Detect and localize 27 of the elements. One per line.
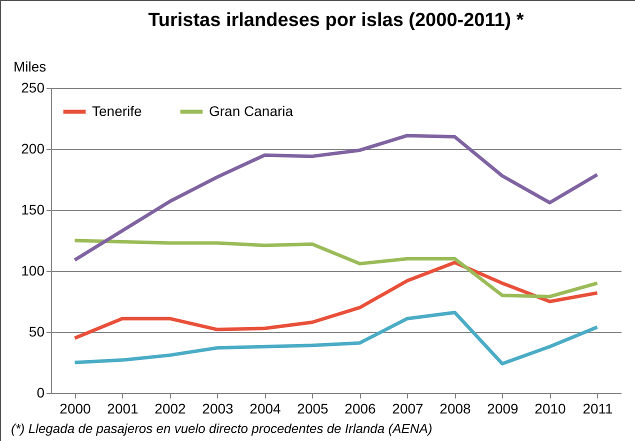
x-tick-label: 2003 xyxy=(202,400,234,416)
line-series xyxy=(73,238,599,298)
y-tick-label: 200 xyxy=(21,140,45,156)
chart-title: Turistas irlandeses por islas (2000-2011) * xyxy=(148,10,524,31)
y-tick-label: 150 xyxy=(21,202,45,218)
text: (*) Llegada de pasajeros en vuelo directo procedentes de Irlanda (AENA) xyxy=(11,421,432,436)
y-tick-label: 250 xyxy=(21,80,45,96)
x-tick-label: 2004 xyxy=(250,400,282,416)
x-tick-label: 2000 xyxy=(60,400,92,416)
x-tick-label: 2010 xyxy=(534,400,566,416)
line-series xyxy=(73,310,599,366)
legend-label: Tenerife xyxy=(92,102,142,119)
x-tick-label: 2009 xyxy=(487,400,519,416)
line-series xyxy=(73,260,599,340)
x-tick-label: 2007 xyxy=(392,400,424,416)
x-tick-label: 2005 xyxy=(297,400,329,416)
legend-label: Gran Canaria xyxy=(209,102,294,119)
x-tick-label: 2002 xyxy=(154,400,186,416)
line-series xyxy=(73,134,599,262)
y-tick-label: 50 xyxy=(28,324,45,340)
y-axis-title: Miles xyxy=(14,58,46,74)
x-tick-label: 2008 xyxy=(440,400,472,416)
y-tick-label: 0 xyxy=(36,384,45,400)
x-tick-label: 2001 xyxy=(107,400,139,416)
y-tick-label: 100 xyxy=(21,262,45,278)
x-tick-label: 2006 xyxy=(344,400,376,416)
x-tick-label: 2011 xyxy=(582,400,614,416)
